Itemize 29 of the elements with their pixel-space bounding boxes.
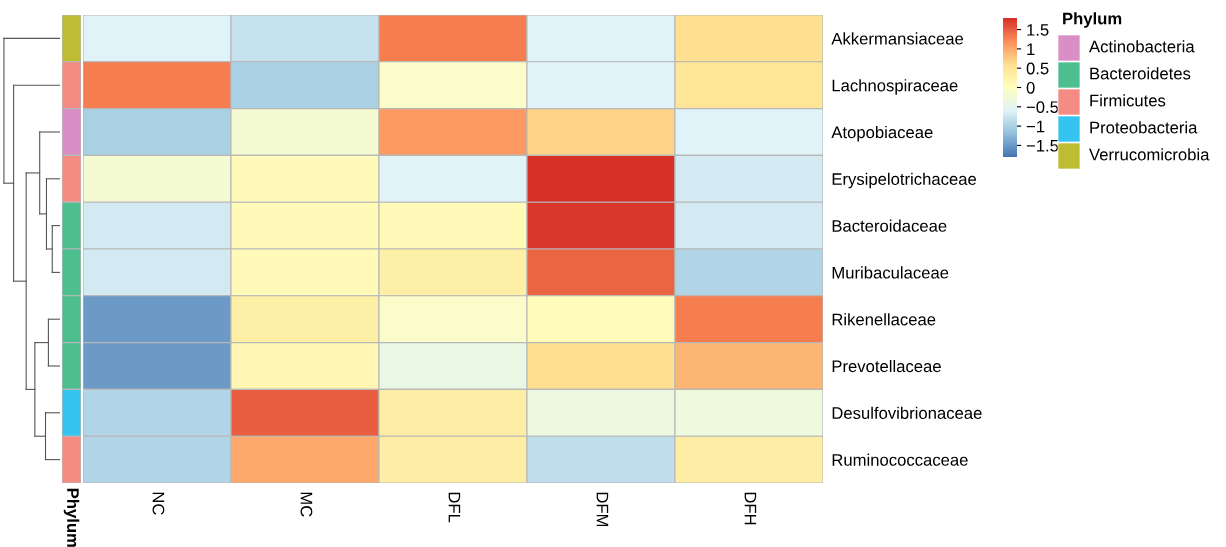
x-tick-label: DFH bbox=[744, 492, 757, 525]
legend-label: Firmicutes bbox=[1090, 94, 1166, 107]
x-tick-label: DFL bbox=[448, 492, 461, 523]
color-bar-label: −1 bbox=[1026, 120, 1045, 133]
color-bar-label: −0.5 bbox=[1026, 101, 1059, 114]
y-tick-label: Muribaculaceae bbox=[832, 266, 949, 279]
text: Phylum bbox=[63, 488, 80, 547]
legend-label: Bacteroidetes bbox=[1090, 67, 1191, 80]
x-tick-label: NC bbox=[152, 492, 165, 515]
y-tick-label: Prevotellaceae bbox=[832, 359, 941, 373]
y-tick-label: Akkermansiaceae bbox=[831, 32, 964, 45]
color-bar-label: 0 bbox=[1026, 81, 1035, 94]
color-bar-label: 0.5 bbox=[1026, 62, 1049, 75]
color-bar-label: 1.5 bbox=[1027, 24, 1049, 36]
color-bar-label: −1.5 bbox=[1026, 139, 1059, 152]
legend-label: Actinobacteria bbox=[1089, 40, 1195, 53]
y-tick-label: Bacteroidaceae bbox=[832, 219, 947, 232]
y-tick-label: Rikenellaceae bbox=[832, 313, 936, 326]
y-tick-label: Atopobiaceae bbox=[831, 125, 933, 142]
x-tick-label: MC bbox=[300, 492, 313, 517]
y-tick-label: Lachnospiraceae bbox=[832, 79, 958, 95]
legend-label: Verrucomicrobia bbox=[1089, 148, 1210, 161]
legend-label: Proteobacteria bbox=[1090, 121, 1198, 134]
legend-title: Phylum bbox=[1063, 12, 1122, 28]
x-tick-label: DFM bbox=[596, 492, 609, 527]
y-tick-label: Ruminococcaceae bbox=[832, 453, 968, 466]
y-tick-label: Desulfovibrionaceae bbox=[832, 406, 982, 419]
y-tick-label: Erysipelotrichaceae bbox=[832, 172, 977, 189]
color-bar-label: 1 bbox=[1027, 43, 1035, 55]
